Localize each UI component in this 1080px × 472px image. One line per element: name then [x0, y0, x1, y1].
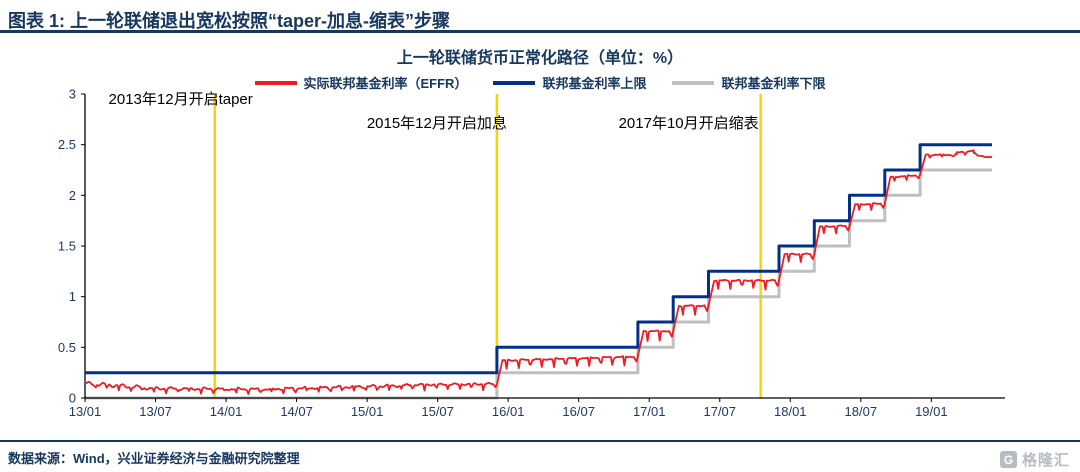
svg-text:15/01: 15/01 — [351, 404, 384, 419]
svg-text:14/07: 14/07 — [280, 404, 313, 419]
chart-title: 上一轮联储货币正常化路径（单位：%） — [396, 50, 684, 67]
svg-text:1: 1 — [69, 289, 76, 304]
svg-text:16/01: 16/01 — [492, 404, 525, 419]
svg-text:17/01: 17/01 — [633, 404, 666, 419]
figure-footer: 数据来源：Wind，兴业证券经济与金融研究院整理 G 格隆汇 — [0, 440, 1080, 472]
legend-label-effr: 实际联邦基金利率（EFFR） — [303, 76, 468, 91]
gelonghui-watermark: G 格隆汇 — [999, 449, 1070, 470]
svg-text:19/01: 19/01 — [915, 404, 948, 419]
svg-text:18/01: 18/01 — [774, 404, 807, 419]
annotation-hike-start: 2015年12月开启加息 — [366, 115, 507, 132]
svg-text:0.5: 0.5 — [58, 340, 76, 355]
svg-text:15/07: 15/07 — [421, 404, 454, 419]
legend-label-upper-bound: 联邦基金利率上限 — [542, 76, 647, 91]
svg-text:1.5: 1.5 — [58, 239, 76, 254]
legend-item-lower-bound: 联邦基金利率下限 — [672, 73, 825, 92]
svg-text:14/01: 14/01 — [210, 404, 243, 419]
gelonghui-logo-icon: G — [999, 451, 1017, 468]
rate-path-plot: 13/01 13/07 14/01 14/07 15/01 15/07 16/01 16/07… — [58, 88, 1005, 419]
legend-swatch-lower-bound — [672, 80, 715, 85]
annotation-balance-sheet-runoff-start: 2017年10月开启缩表 — [618, 115, 759, 132]
svg-text:18/07: 18/07 — [845, 404, 878, 419]
svg-text:17/07: 17/07 — [703, 404, 736, 419]
legend-swatch-effr — [254, 80, 297, 85]
plot-area: 13/01 13/07 14/01 14/07 15/01 15/07 16/01 16/07… — [0, 88, 1080, 432]
svg-text:0: 0 — [69, 391, 76, 406]
svg-text:2: 2 — [69, 188, 76, 203]
svg-text:13/01: 13/01 — [69, 404, 102, 419]
svg-text:13/07: 13/07 — [139, 404, 172, 419]
svg-text:3: 3 — [69, 88, 76, 102]
chart-legend: 实际联邦基金利率（EFFR） 联邦基金利率上限 联邦基金利率下限 — [0, 73, 1080, 92]
svg-text:16/07: 16/07 — [562, 404, 595, 419]
figure-title: 图表 1: 上一轮联储退出宽松按照“taper-加息-缩表”步骤 — [8, 11, 451, 31]
figure-header: 图表 1: 上一轮联储退出宽松按照“taper-加息-缩表”步骤 — [0, 0, 1080, 33]
annotation-taper-start: 2013年12月开启taper — [108, 91, 253, 108]
svg-text:2.5: 2.5 — [58, 137, 76, 152]
legend-item-effr: 实际联邦基金利率（EFFR） — [254, 73, 468, 92]
legend-item-upper-bound: 联邦基金利率上限 — [493, 73, 646, 92]
legend-label-lower-bound: 联邦基金利率下限 — [721, 76, 826, 91]
legend-swatch-upper-bound — [493, 80, 536, 85]
source-note: 数据来源：Wind，兴业证券经济与金融研究院整理 — [8, 451, 300, 466]
gelonghui-watermark-text: 格隆汇 — [1021, 452, 1070, 469]
